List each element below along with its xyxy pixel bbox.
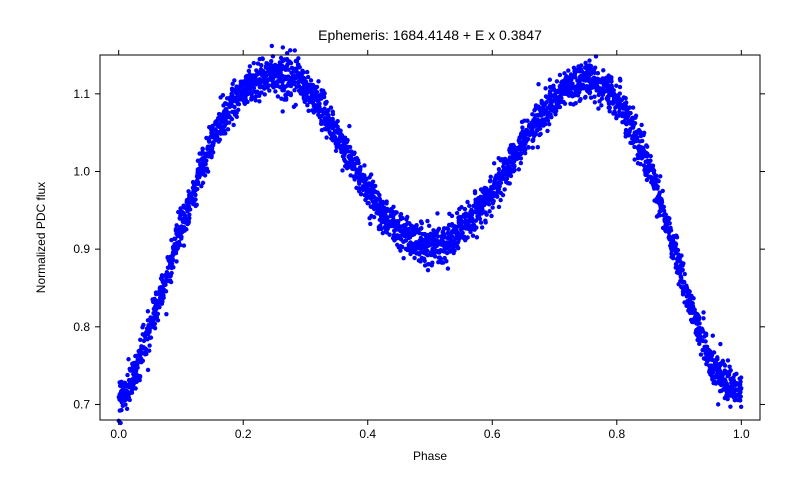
x-tick-label: 1.0 bbox=[733, 427, 750, 441]
chart-title: Ephemeris: 1684.4148 + E x 0.3847 bbox=[318, 27, 542, 43]
y-tick-label: 0.7 bbox=[73, 397, 90, 411]
y-tick-label: 0.8 bbox=[73, 320, 90, 334]
x-tick-label: 0.0 bbox=[110, 427, 127, 441]
x-tick-label: 0.4 bbox=[359, 427, 376, 441]
x-tick-label: 0.6 bbox=[484, 427, 501, 441]
phase-flux-scatter: 0.0 0.2 0.4 0.6 0.8 1.0 0.7 0.8 0.9 1.0 1.1 Phase No… bbox=[0, 0, 800, 500]
x-tick-label: 0.2 bbox=[235, 427, 252, 441]
y-tick-label: 1.1 bbox=[73, 87, 90, 101]
y-axis-label: Normalized PDC flux bbox=[34, 182, 48, 293]
y-tick-label: 1.0 bbox=[73, 164, 90, 178]
chart-container: 0.0 0.2 0.4 0.6 0.8 1.0 0.7 0.8 0.9 1.0 1.1 Phase No… bbox=[0, 0, 800, 500]
x-tick-label: 0.8 bbox=[608, 427, 625, 441]
x-axis-label: Phase bbox=[413, 449, 447, 463]
y-tick-label: 0.9 bbox=[73, 242, 90, 256]
